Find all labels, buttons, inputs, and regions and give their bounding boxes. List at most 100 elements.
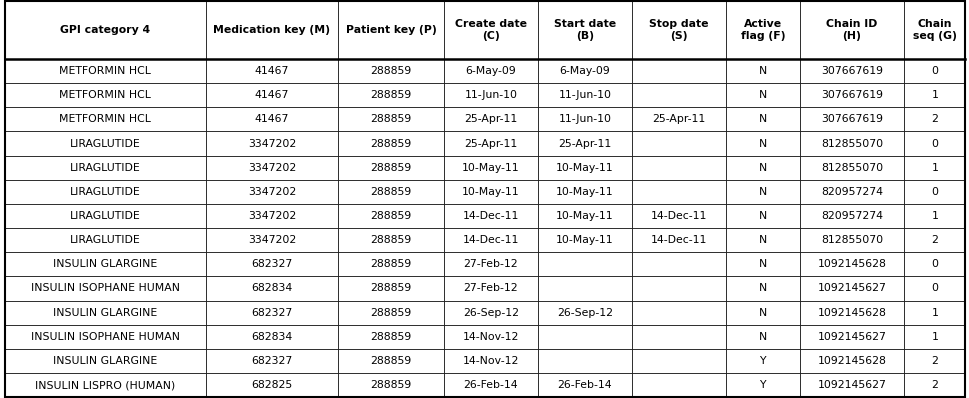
Bar	[337, 276, 444, 300]
Text: 14-Dec-11: 14-Dec-11	[650, 211, 706, 221]
Bar	[444, 107, 538, 131]
Bar	[5, 373, 205, 397]
Text: Y: Y	[759, 356, 766, 366]
Text: 1: 1	[930, 90, 937, 100]
Text: 27-Feb-12: 27-Feb-12	[463, 259, 517, 269]
Bar	[632, 373, 726, 397]
Text: 820957274: 820957274	[820, 211, 882, 221]
Text: 25-Apr-11: 25-Apr-11	[464, 139, 517, 148]
Bar	[444, 252, 538, 276]
Bar	[632, 276, 726, 300]
Text: 3347202: 3347202	[247, 211, 296, 221]
Text: 41467: 41467	[255, 90, 289, 100]
Text: 6-May-09: 6-May-09	[559, 66, 610, 76]
Bar	[903, 180, 964, 204]
Bar	[337, 107, 444, 131]
Bar	[5, 349, 205, 373]
Text: Patient key (P): Patient key (P)	[345, 25, 436, 35]
Bar	[632, 349, 726, 373]
Bar	[5, 252, 205, 276]
Bar	[726, 349, 798, 373]
Bar	[444, 1, 538, 59]
Bar	[205, 107, 337, 131]
Bar	[538, 228, 632, 252]
Text: 10-May-11: 10-May-11	[555, 211, 613, 221]
Bar	[337, 349, 444, 373]
Bar	[205, 204, 337, 228]
Text: METFORMIN HCL: METFORMIN HCL	[59, 66, 151, 76]
Text: Chain
seq (G): Chain seq (G)	[912, 19, 955, 41]
Text: METFORMIN HCL: METFORMIN HCL	[59, 114, 151, 124]
Text: Active
flag (F): Active flag (F)	[739, 19, 784, 41]
Text: 1092145628: 1092145628	[817, 308, 886, 318]
Bar	[444, 228, 538, 252]
Text: 288859: 288859	[370, 332, 411, 342]
Text: GPI category 4: GPI category 4	[60, 25, 150, 35]
Bar	[205, 325, 337, 349]
Bar	[903, 325, 964, 349]
Bar	[5, 276, 205, 300]
Bar	[337, 83, 444, 107]
Text: N: N	[758, 211, 766, 221]
Bar	[726, 131, 798, 156]
Text: 288859: 288859	[370, 380, 411, 390]
Bar	[5, 228, 205, 252]
Text: 11-Jun-10: 11-Jun-10	[558, 90, 610, 100]
Bar	[632, 325, 726, 349]
Bar	[538, 156, 632, 180]
Bar	[726, 180, 798, 204]
Text: 2: 2	[930, 235, 937, 245]
Bar	[444, 276, 538, 300]
Text: 288859: 288859	[370, 114, 411, 124]
Bar	[903, 204, 964, 228]
Text: 682327: 682327	[251, 308, 293, 318]
Text: 10-May-11: 10-May-11	[555, 187, 613, 197]
Bar	[337, 252, 444, 276]
Text: 307667619: 307667619	[820, 66, 882, 76]
Text: 1092145627: 1092145627	[817, 380, 886, 390]
Text: N: N	[758, 163, 766, 173]
Bar	[632, 107, 726, 131]
Bar	[205, 349, 337, 373]
Bar	[798, 156, 903, 180]
Bar	[538, 373, 632, 397]
Bar	[632, 59, 726, 83]
Bar	[903, 59, 964, 83]
Bar	[903, 156, 964, 180]
Bar	[798, 83, 903, 107]
Bar	[903, 131, 964, 156]
Text: Start date
(B): Start date (B)	[553, 19, 615, 41]
Text: INSULIN ISOPHANE HUMAN: INSULIN ISOPHANE HUMAN	[31, 283, 179, 293]
Bar	[903, 300, 964, 325]
Bar	[903, 107, 964, 131]
Bar	[337, 204, 444, 228]
Bar	[444, 300, 538, 325]
Text: N: N	[758, 66, 766, 76]
Bar	[205, 83, 337, 107]
Text: N: N	[758, 139, 766, 148]
Bar	[538, 276, 632, 300]
Bar	[5, 107, 205, 131]
Text: INSULIN GLARGINE: INSULIN GLARGINE	[53, 259, 157, 269]
Text: 288859: 288859	[370, 283, 411, 293]
Bar	[444, 349, 538, 373]
Text: N: N	[758, 187, 766, 197]
Bar	[444, 83, 538, 107]
Text: 0: 0	[930, 66, 937, 76]
Text: 41467: 41467	[255, 114, 289, 124]
Bar	[444, 131, 538, 156]
Text: 25-Apr-11: 25-Apr-11	[652, 114, 704, 124]
Bar	[632, 131, 726, 156]
Bar	[903, 349, 964, 373]
Text: N: N	[758, 235, 766, 245]
Text: 1092145628: 1092145628	[817, 356, 886, 366]
Text: N: N	[758, 90, 766, 100]
Bar	[205, 252, 337, 276]
Text: 11-Jun-10: 11-Jun-10	[464, 90, 516, 100]
Bar	[798, 131, 903, 156]
Text: Create date
(C): Create date (C)	[454, 19, 526, 41]
Text: 14-Dec-11: 14-Dec-11	[650, 235, 706, 245]
Text: INSULIN GLARGINE: INSULIN GLARGINE	[53, 308, 157, 318]
Text: 14-Nov-12: 14-Nov-12	[462, 332, 518, 342]
Text: Y: Y	[759, 380, 766, 390]
